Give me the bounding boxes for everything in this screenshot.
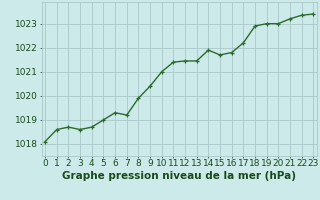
X-axis label: Graphe pression niveau de la mer (hPa): Graphe pression niveau de la mer (hPa) xyxy=(62,171,296,181)
